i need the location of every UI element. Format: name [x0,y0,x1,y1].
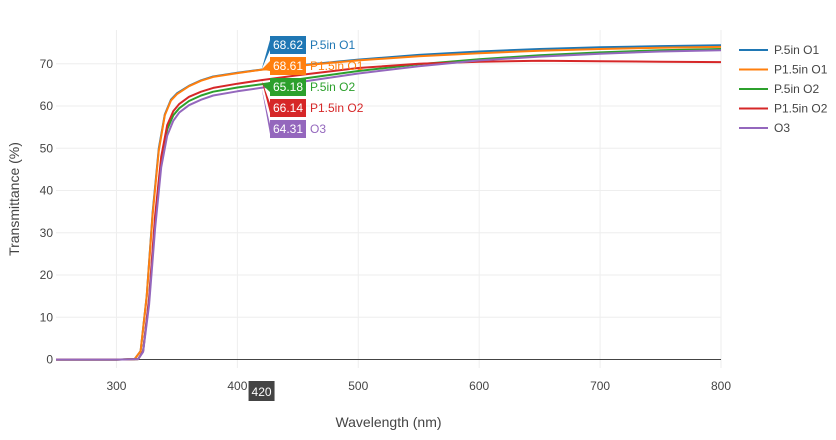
y-tick-label: 60 [40,99,54,113]
x-axis-title: Wavelength (nm) [335,414,441,430]
hover-x-value: 420 [252,385,272,399]
hover-box [270,120,306,138]
hover-value: 68.61 [273,59,303,73]
hover-x-box [248,381,275,401]
legend-label: O3 [774,121,790,135]
hover-box [270,99,306,117]
legend-item[interactable]: P1.5in O1 [739,63,828,77]
hover-labels: 68.62 P.5in O1 68.61 P1.5in O1 65.18 P.5in O2… [248,36,364,401]
series-lines [56,44,722,361]
legend-item[interactable]: P.5in O1 [739,43,819,57]
hover-pointer [261,87,270,134]
y-tick-label: 70 [40,57,54,71]
hover-value: 65.18 [273,80,303,94]
y-axis-title: Transmittance (%) [6,142,22,256]
hover-value: 68.62 [273,38,303,52]
series-line [56,45,722,361]
y-tick-labels: 0 10 20 30 40 50 60 70 [40,57,54,367]
legend[interactable]: P.5in O1 P1.5in O1 P.5in O2 P1.5in O2 O3 [739,43,828,135]
x-tick-label: 300 [106,379,126,393]
grid [56,30,722,368]
x-tick-label: 800 [711,379,731,393]
y-tick-label: 0 [46,353,53,367]
legend-item[interactable]: P1.5in O2 [739,102,828,116]
hover-pointer [261,80,270,113]
legend-label: P.5in O1 [774,43,819,57]
y-tick-label: 40 [40,184,54,198]
series-line [56,49,722,361]
hover-series-name: P.5in O2 [310,80,355,94]
hover-box [270,78,306,96]
hover-pointer [261,40,270,70]
hover-series-name: P.5in O1 [310,38,355,52]
x-tick-label: 600 [469,379,489,393]
hover-series-name: P1.5in O2 [310,101,364,115]
hover-series-name: O3 [310,122,326,136]
x-tick-label: 700 [590,379,610,393]
hover-series-name: P1.5in O1 [310,59,364,73]
hover-value: 66.14 [273,101,303,115]
x-tick-label: 400 [227,379,247,393]
y-tick-label: 20 [40,268,54,282]
hover-value: 64.31 [273,122,303,136]
x-tick-label: 500 [348,379,368,393]
hover-pointer [261,61,270,71]
hover-box [270,57,306,75]
y-tick-label: 10 [40,310,54,324]
hover-pointer [261,82,270,92]
legend-label: P1.5in O1 [774,63,828,77]
hover-box [270,36,306,54]
y-tick-label: 30 [40,226,54,240]
legend-item[interactable]: P.5in O2 [739,82,819,96]
legend-item[interactable]: O3 [739,121,790,135]
y-tick-label: 50 [40,141,54,155]
x-tick-labels: 300 400 500 600 700 800 [106,379,731,393]
legend-label: P1.5in O2 [774,102,828,116]
legend-label: P.5in O2 [774,82,819,96]
